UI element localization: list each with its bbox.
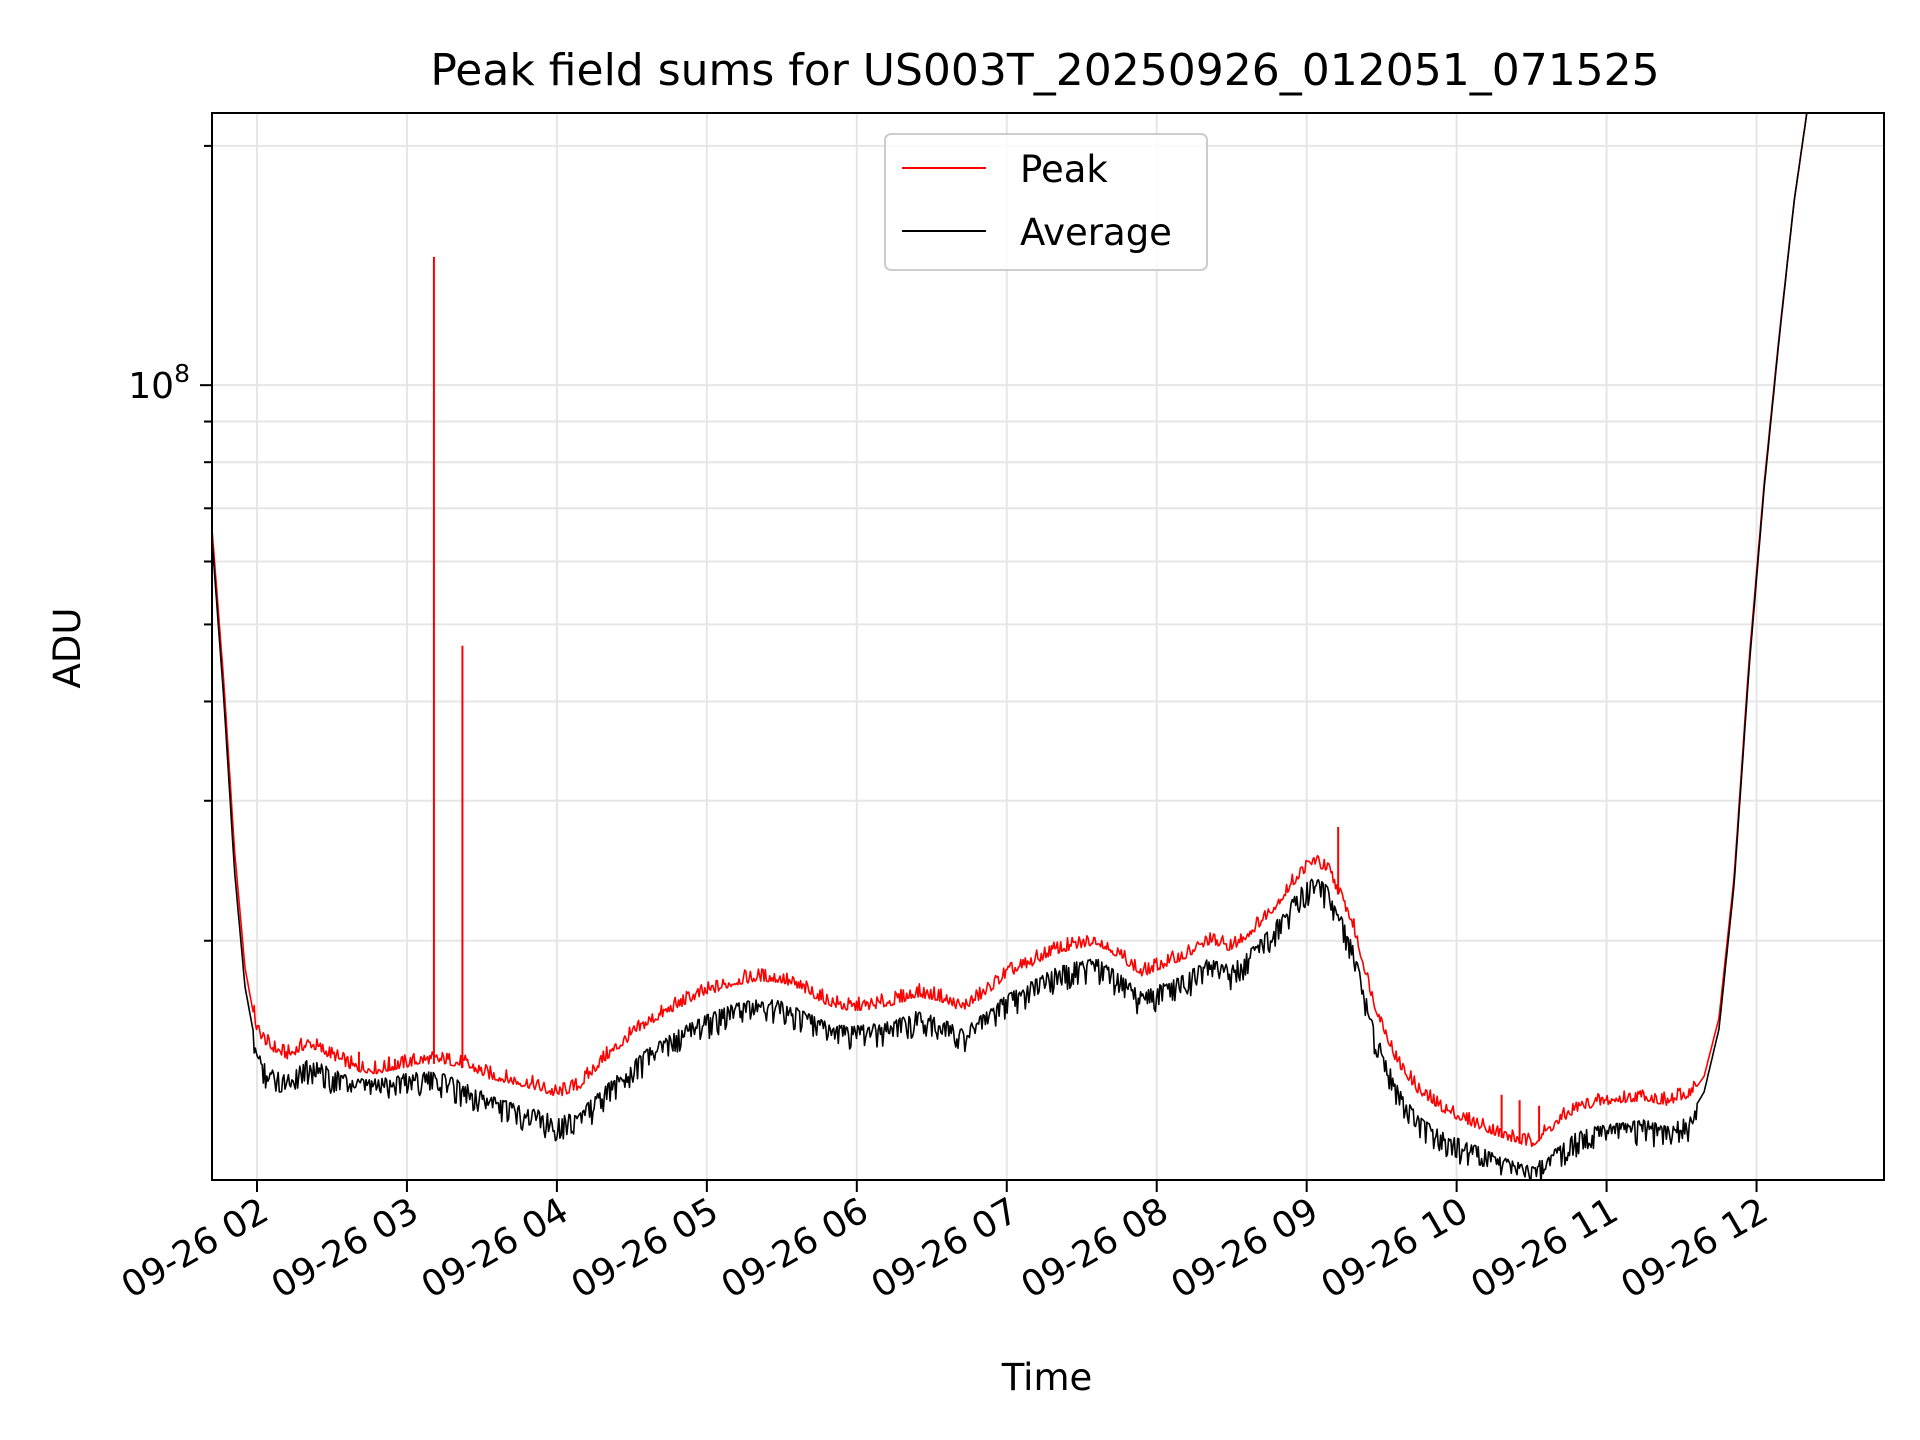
y-axis-label: ADU	[46, 608, 89, 689]
chart-title: Peak field sums for US003T_20250926_0120…	[430, 45, 1659, 96]
legend-average-label: Average	[1020, 211, 1172, 254]
series-layer	[212, 113, 1808, 1180]
x-axis-label: Time	[1001, 1356, 1093, 1399]
grid	[212, 113, 1884, 1180]
y-axis: 108	[128, 144, 212, 942]
series-line-peak	[212, 113, 1808, 1148]
y-tick-label: 108	[128, 359, 190, 407]
legend: Peak Average	[884, 133, 1208, 271]
series-line-average	[212, 113, 1808, 1180]
legend-peak-label: Peak	[1020, 148, 1108, 191]
plot-frame	[211, 112, 1885, 1181]
